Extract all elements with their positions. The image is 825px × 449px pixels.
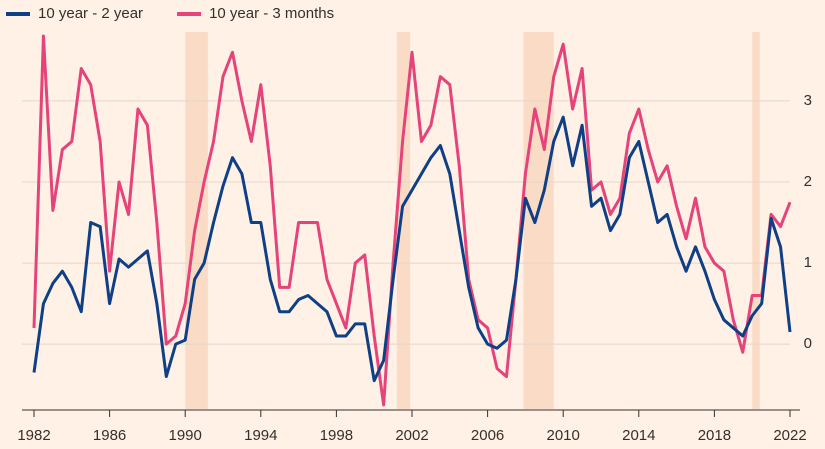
legend-label: 10 year - 2 year — [38, 5, 143, 22]
x-tick-label: 2006 — [471, 427, 504, 444]
y-tick-label: 2 — [804, 173, 812, 190]
x-tick-label: 2002 — [395, 427, 428, 444]
series-line — [32, 115, 792, 383]
recession-band — [523, 32, 554, 409]
recession-band — [396, 32, 411, 409]
x-tick-label: 2014 — [622, 427, 655, 444]
series-line — [32, 34, 792, 407]
x-tick-label: 1998 — [320, 427, 353, 444]
recession-band — [752, 32, 760, 409]
x-tick-label: 1990 — [169, 427, 202, 444]
x-tick-label: 1982 — [17, 427, 50, 444]
x-tick-label: 2022 — [773, 427, 806, 444]
y-tick-label: 3 — [804, 92, 812, 109]
x-tick-label: 2010 — [547, 427, 580, 444]
x-tick-label: 1986 — [93, 427, 126, 444]
y-tick-label: 0 — [804, 335, 812, 352]
y-tick-label: 1 — [804, 254, 812, 271]
legend-label: 10 year - 3 months — [209, 5, 334, 22]
x-tick-label: 2018 — [698, 427, 731, 444]
x-tick-label: 1994 — [244, 427, 277, 444]
